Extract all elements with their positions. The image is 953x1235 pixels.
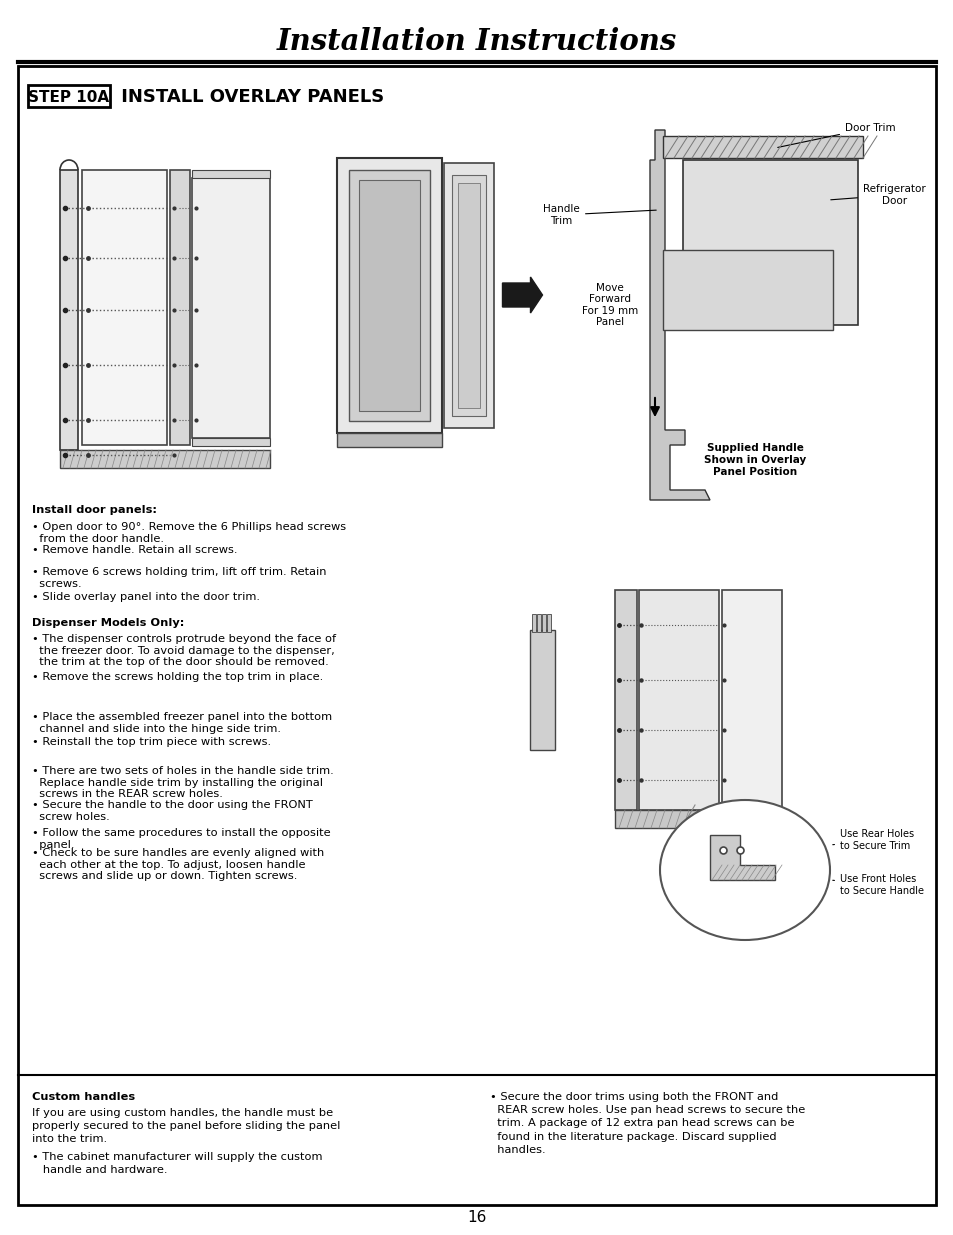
Text: • Check to be sure handles are evenly aligned with
  each other at the top. To a: • Check to be sure handles are evenly al…: [32, 848, 324, 882]
Bar: [682, 161, 857, 325]
Bar: [537, 614, 540, 632]
Polygon shape: [502, 277, 542, 312]
Text: • Slide overlay panel into the door trim.: • Slide overlay panel into the door trim…: [32, 592, 260, 601]
Bar: [60, 450, 270, 468]
Bar: [615, 590, 637, 810]
Text: Use Rear Holes
to Secure Trim: Use Rear Holes to Secure Trim: [832, 829, 913, 851]
Text: • Follow the same procedures to install the opposite
  panel.: • Follow the same procedures to install …: [32, 827, 331, 850]
Bar: [721, 590, 781, 810]
Text: • Remove handle. Retain all screws.: • Remove handle. Retain all screws.: [32, 545, 237, 555]
Text: • Place the assembled freezer panel into the bottom
  channel and slide into the: • Place the assembled freezer panel into…: [32, 713, 332, 734]
Bar: [615, 810, 781, 827]
Text: • Open door to 90°. Remove the 6 Phillips head screws
  from the door handle.: • Open door to 90°. Remove the 6 Phillip…: [32, 522, 346, 543]
Text: • Secure the handle to the door using the FRONT
  screw holes.: • Secure the handle to the door using th…: [32, 800, 313, 821]
Text: • Secure the door trims using both the FRONT and
  REAR screw holes. Use pan hea: • Secure the door trims using both the F…: [490, 1092, 804, 1155]
Bar: [60, 170, 78, 450]
Text: Custom handles: Custom handles: [32, 1092, 135, 1102]
Bar: [458, 183, 480, 408]
Bar: [359, 179, 420, 410]
Bar: [452, 174, 486, 415]
Text: • Remove 6 screws holding trim, lift off trim. Retain
  screws.: • Remove 6 screws holding trim, lift off…: [32, 567, 326, 589]
Text: If you are using custom handles, the handle must be
properly secured to the pane: If you are using custom handles, the han…: [32, 1108, 340, 1145]
Text: Supplied Handle
Shown in Overlay
Panel Position: Supplied Handle Shown in Overlay Panel P…: [703, 443, 805, 477]
Text: INSTALL OVERLAY PANELS: INSTALL OVERLAY PANELS: [115, 88, 384, 106]
Text: Handle
Trim: Handle Trim: [542, 204, 656, 226]
Text: • Reinstall the top trim piece with screws.: • Reinstall the top trim piece with scre…: [32, 737, 271, 747]
Bar: [541, 614, 545, 632]
Bar: [337, 158, 442, 432]
Bar: [192, 178, 270, 438]
Text: Refrigerator
Door: Refrigerator Door: [830, 184, 924, 206]
Text: Installation Instructions: Installation Instructions: [276, 27, 677, 57]
Bar: [662, 249, 832, 330]
Bar: [546, 614, 551, 632]
Bar: [192, 438, 270, 446]
Bar: [170, 170, 190, 445]
Text: Dispenser Models Only:: Dispenser Models Only:: [32, 618, 184, 629]
Text: • The dispenser controls protrude beyond the face of
  the freezer door. To avoi: • The dispenser controls protrude beyond…: [32, 634, 335, 667]
Text: 16: 16: [467, 1209, 486, 1224]
Bar: [349, 169, 430, 420]
Bar: [82, 170, 167, 445]
Bar: [532, 614, 536, 632]
Bar: [192, 170, 270, 178]
Bar: [337, 432, 442, 447]
Bar: [28, 85, 110, 107]
Text: • There are two sets of holes in the handle side trim.
  Replace handle side tri: • There are two sets of holes in the han…: [32, 766, 334, 799]
Text: Move
Forward
For 19 mm
Panel: Move Forward For 19 mm Panel: [581, 283, 638, 327]
Bar: [530, 630, 555, 750]
Bar: [639, 590, 719, 810]
Text: • Remove the screws holding the top trim in place.: • Remove the screws holding the top trim…: [32, 672, 323, 682]
Text: Door Trim: Door Trim: [777, 124, 895, 147]
Polygon shape: [709, 835, 774, 881]
Text: Use Front Holes
to Secure Handle: Use Front Holes to Secure Handle: [832, 874, 923, 895]
Polygon shape: [649, 130, 709, 500]
Bar: [444, 163, 494, 427]
Bar: [662, 136, 862, 158]
Text: • The cabinet manufacturer will supply the custom
   handle and hardware.: • The cabinet manufacturer will supply t…: [32, 1152, 322, 1176]
Text: STEP 10A: STEP 10A: [29, 89, 110, 105]
Text: Install door panels:: Install door panels:: [32, 505, 157, 515]
Ellipse shape: [659, 800, 829, 940]
